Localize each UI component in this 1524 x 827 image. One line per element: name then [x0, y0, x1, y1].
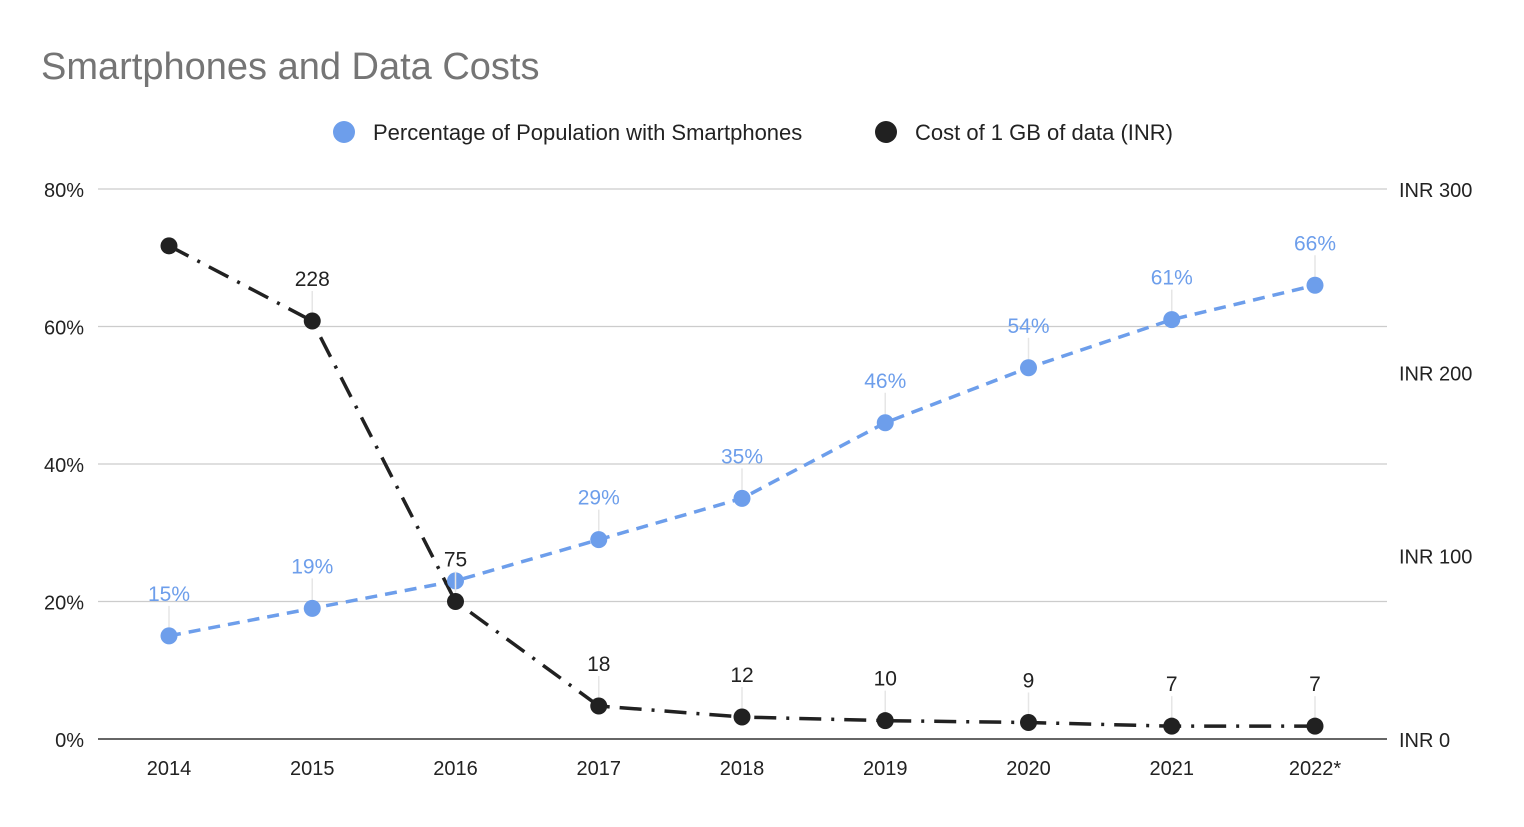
- data-label: 7: [1309, 673, 1321, 696]
- data-label: 7: [1166, 673, 1178, 696]
- data-point: [160, 237, 178, 255]
- legend-label-smartphones: Percentage of Population with Smartphone…: [373, 120, 802, 145]
- data-label: 61%: [1151, 267, 1193, 290]
- data-point: [1163, 717, 1181, 735]
- data-label: 75: [444, 549, 467, 572]
- x-axis-tick-label: 2021: [1150, 758, 1195, 780]
- chart-title: Smartphones and Data Costs: [41, 46, 540, 88]
- x-axis-tick-label: 2022*: [1289, 758, 1341, 780]
- x-axis-tick-label: 2015: [290, 758, 335, 780]
- x-axis-tick-label: 2016: [433, 758, 478, 780]
- data-point: [160, 627, 178, 645]
- right-axis-tick-label: INR 100: [1399, 547, 1472, 569]
- data-point: [303, 599, 321, 617]
- data-point: [303, 312, 321, 330]
- data-point: [1306, 717, 1324, 735]
- left-axis-tick-label: 20%: [44, 593, 84, 615]
- left-axis-tick-label: 60%: [44, 318, 84, 340]
- right-axis-tick-label: INR 300: [1399, 180, 1472, 202]
- data-label: 35%: [721, 445, 763, 468]
- data-label: 9: [1023, 670, 1035, 693]
- legend-marker-data-cost: [875, 121, 897, 143]
- left-axis-tick-label: 80%: [44, 180, 84, 202]
- x-axis-tick-label: 2014: [147, 758, 192, 780]
- data-point: [1306, 276, 1324, 294]
- data-label: 10: [874, 668, 897, 691]
- data-point: [590, 697, 608, 715]
- data-point: [447, 593, 464, 610]
- legend: Percentage of Population with Smartphone…: [333, 120, 1173, 145]
- data-point: [733, 708, 751, 726]
- x-axis-tick-label: 2018: [720, 758, 765, 780]
- data-label: 19%: [291, 555, 333, 578]
- data-point: [1163, 311, 1181, 329]
- data-point: [590, 531, 608, 549]
- left-axis-tick-label: 40%: [44, 455, 84, 477]
- x-axis-tick-label: 2019: [863, 758, 908, 780]
- legend-label-data-cost: Cost of 1 GB of data (INR): [915, 120, 1173, 145]
- data-label: 15%: [148, 583, 190, 606]
- data-label: 228: [295, 268, 330, 291]
- data-point: [876, 414, 894, 432]
- left-axis-tick-label: 0%: [55, 730, 84, 752]
- right-axis-tick-label: INR 200: [1399, 363, 1472, 385]
- legend-marker-smartphones: [333, 121, 355, 143]
- data-label: 29%: [578, 487, 620, 510]
- x-axis-tick-label: 2017: [577, 758, 622, 780]
- x-axis-tick-label: 2020: [1006, 758, 1051, 780]
- data-point: [1020, 714, 1037, 731]
- data-label: 12: [730, 664, 753, 687]
- data-point: [1020, 359, 1037, 377]
- data-point: [733, 489, 751, 507]
- right-axis-tick-label: INR 0: [1399, 730, 1450, 752]
- data-label: 46%: [864, 370, 906, 393]
- data-point: [876, 712, 894, 730]
- data-label: 66%: [1294, 232, 1336, 255]
- data-label: 54%: [1007, 315, 1049, 338]
- data-label: 18: [587, 653, 610, 676]
